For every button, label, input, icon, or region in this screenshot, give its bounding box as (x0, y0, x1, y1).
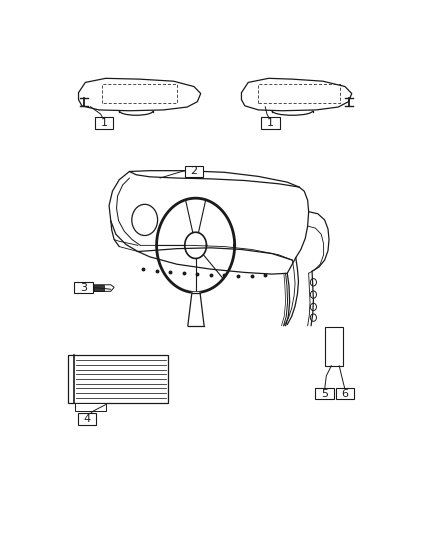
FancyBboxPatch shape (184, 166, 203, 177)
Text: 4: 4 (83, 414, 91, 424)
Text: 2: 2 (191, 166, 198, 176)
Text: 3: 3 (80, 282, 87, 293)
Text: 1: 1 (100, 118, 107, 128)
Text: 6: 6 (342, 389, 349, 399)
FancyBboxPatch shape (74, 282, 93, 293)
FancyBboxPatch shape (315, 388, 334, 399)
Text: 1: 1 (267, 118, 274, 128)
FancyBboxPatch shape (261, 117, 279, 129)
FancyBboxPatch shape (75, 402, 106, 411)
Polygon shape (94, 285, 104, 291)
FancyBboxPatch shape (68, 356, 169, 402)
FancyBboxPatch shape (95, 117, 113, 129)
FancyBboxPatch shape (78, 413, 96, 425)
Text: 5: 5 (321, 389, 328, 399)
FancyBboxPatch shape (325, 327, 343, 366)
Polygon shape (188, 293, 204, 326)
FancyBboxPatch shape (336, 388, 354, 399)
